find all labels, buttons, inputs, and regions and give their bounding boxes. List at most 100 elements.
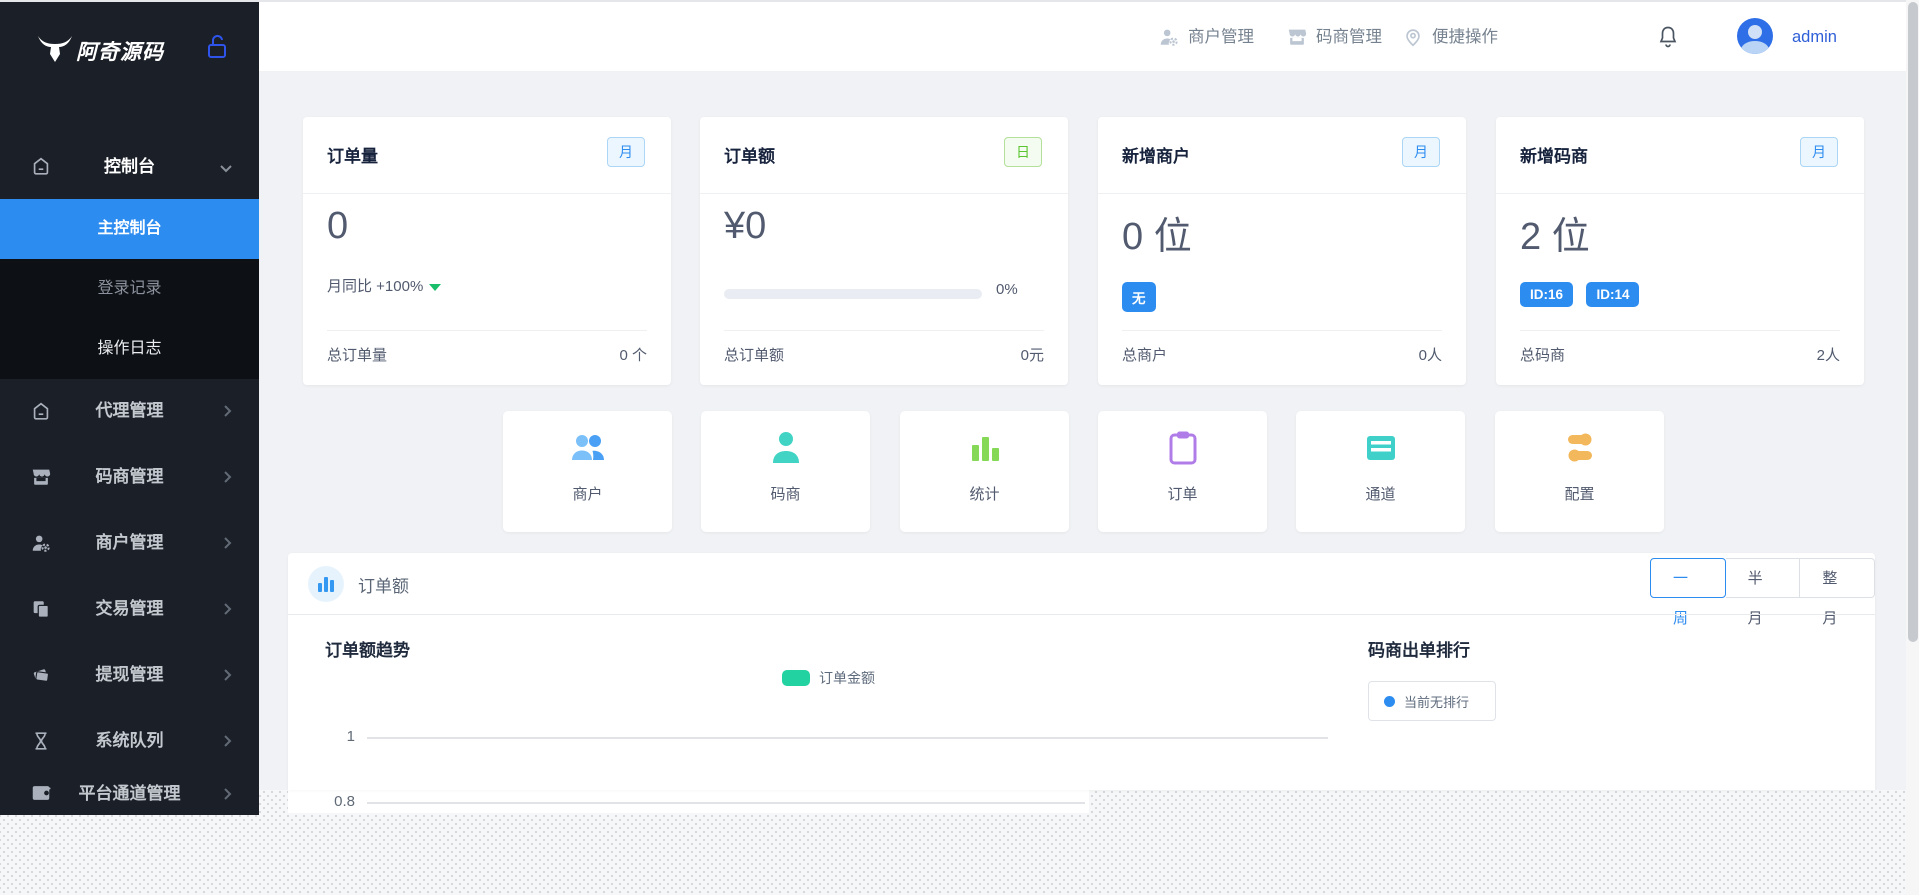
y-axis-tick: 0.8: [334, 793, 355, 810]
sidebar-item-system-queue[interactable]: 系统队列: [0, 708, 259, 774]
quick-action-merchant[interactable]: 商户: [503, 411, 672, 532]
chevron-right-icon: [223, 787, 233, 806]
shop-icon: [30, 466, 52, 493]
quick-action-statistics[interactable]: 统计: [900, 411, 1069, 532]
divider: [1098, 193, 1466, 194]
period-badge: 日: [1004, 137, 1042, 167]
clipboard-icon: [1098, 427, 1267, 469]
quick-action-channels[interactable]: 通道: [1296, 411, 1465, 532]
chevron-right-icon: [223, 734, 233, 753]
quick-action-label: 通道: [1365, 486, 1396, 503]
period-badge: 月: [1402, 137, 1440, 167]
home-icon: [30, 155, 52, 182]
bar-chart-circle-icon: [308, 566, 344, 602]
vertical-scrollbar[interactable]: [1906, 0, 1919, 895]
card-footer: 总商户 0人: [1122, 344, 1442, 365]
card-value: 0 位: [1122, 216, 1192, 258]
quick-action-orders[interactable]: 订单: [1098, 411, 1267, 532]
sidebar-item-platform-channel-mgmt[interactable]: 平台通道管理: [0, 774, 259, 817]
sidebar-item-withdrawal-mgmt[interactable]: 提现管理: [0, 642, 259, 708]
user-gear-icon: [1158, 26, 1180, 53]
sidebar: 阿奇源码 控制台 主控制台 登录记录 操作日志 代理管理 码商管理: [0, 2, 259, 815]
user-gear-icon: [30, 532, 52, 559]
toggles-icon: [1495, 427, 1664, 469]
location-pin-icon: [1402, 26, 1424, 53]
card-title: 订单额: [724, 147, 775, 166]
sidebar-item-operation-log[interactable]: 操作日志: [97, 340, 162, 357]
logo[interactable]: 阿奇源码: [0, 2, 259, 102]
bell-icon[interactable]: [1656, 24, 1680, 55]
card-footer: 总码商 2人: [1520, 344, 1840, 365]
avatar[interactable]: [1737, 18, 1773, 54]
sidebar-item-login-log[interactable]: 登录记录: [97, 280, 162, 297]
quick-action-label: 订单: [1167, 486, 1198, 503]
divider: [288, 614, 1875, 615]
chevron-right-icon: [223, 470, 233, 489]
footer-label: 总码商: [1520, 347, 1566, 364]
bull-logo-icon: [36, 34, 74, 71]
topbar: 商户管理 码商管理 便捷操作 admin: [259, 2, 1919, 72]
bank-card-icon: [1296, 427, 1465, 469]
topbar-item-codemerchant-mgmt[interactable]: 码商管理: [1316, 28, 1382, 46]
sidebar-item-transaction-mgmt[interactable]: 交易管理: [0, 576, 259, 642]
sidebar-item-codemerchant-mgmt[interactable]: 码商管理: [0, 444, 259, 510]
card-footer: 总订单量 0 个: [327, 344, 647, 365]
tag[interactable]: ID:16: [1520, 282, 1574, 307]
chevron-right-icon: [223, 536, 233, 555]
sidebar-item-merchant-mgmt[interactable]: 商户管理: [0, 510, 259, 576]
unlock-icon[interactable]: [206, 34, 228, 65]
stat-card-order-count: 订单量 月 0 月同比 +100% 总订单量 0 个: [303, 117, 671, 385]
avatar-body: [1741, 41, 1769, 54]
card-value: 0: [327, 205, 349, 247]
range-button-group: 一周 半月 整月: [1650, 558, 1876, 627]
tag[interactable]: ID:14: [1586, 282, 1640, 307]
sidebar-item-console[interactable]: 控制台: [0, 135, 259, 199]
blue-dot-icon: [1384, 696, 1395, 707]
username[interactable]: admin: [1792, 28, 1837, 46]
gridline: [367, 737, 1328, 739]
stat-card-order-amount: 订单额 日 ¥0 0% 总订单额 0元: [700, 117, 1068, 385]
range-button-week[interactable]: 一周: [1650, 558, 1726, 627]
range-button-full-month[interactable]: 整月: [1800, 558, 1876, 627]
cards-icon: [30, 664, 52, 691]
bar-chart-icon: [900, 427, 1069, 469]
quick-action-label: 配置: [1564, 486, 1595, 503]
card-value: 2 位: [1520, 216, 1590, 258]
mom-text: 月同比 +100%: [327, 278, 424, 295]
progress-bar: [724, 289, 982, 299]
chart-panel: 订单额 一周 半月 整月: [288, 553, 1876, 790]
documents-icon: [30, 598, 52, 625]
topbar-item-quick-actions[interactable]: 便捷操作: [1432, 28, 1498, 46]
sidebar-item-main-console[interactable]: 主控制台: [0, 199, 259, 259]
progress-label: 0%: [996, 281, 1018, 298]
footer-value: 0人: [1418, 347, 1442, 364]
chevron-down-icon: [219, 161, 233, 179]
chart-legend[interactable]: 订单金额: [782, 668, 875, 688]
trend-chart-title: 订单额趋势: [325, 641, 410, 660]
card-value: ¥0: [724, 205, 767, 247]
card-title: 订单量: [327, 147, 378, 166]
person-icon: [701, 427, 870, 469]
divider: [303, 193, 671, 194]
period-badge: 月: [1800, 137, 1838, 167]
footer-label: 总商户: [1122, 347, 1168, 364]
divider: [1520, 330, 1840, 331]
divider: [724, 330, 1044, 331]
card-title: 新增商户: [1122, 147, 1190, 166]
divider: [700, 193, 1068, 194]
legend-swatch: [782, 670, 810, 686]
panel-title: 订单额: [358, 577, 409, 596]
ranking-title: 码商出单排行: [1368, 641, 1470, 660]
sidebar-item-agent-mgmt[interactable]: 代理管理: [0, 378, 259, 444]
tag-row: ID:16 ID:14: [1520, 282, 1648, 307]
topbar-item-merchant-mgmt[interactable]: 商户管理: [1188, 28, 1254, 46]
avatar-head: [1748, 25, 1762, 39]
scrollbar-thumb[interactable]: [1907, 2, 1918, 642]
quick-action-codemerchant[interactable]: 码商: [701, 411, 870, 532]
card-title: 新增码商: [1520, 147, 1588, 166]
shop-icon: [1286, 26, 1308, 53]
range-button-half-month[interactable]: 半月: [1725, 558, 1801, 627]
quick-action-settings[interactable]: 配置: [1495, 411, 1664, 532]
tag: 无: [1122, 282, 1156, 312]
logo-text: 阿奇源码: [76, 41, 164, 64]
